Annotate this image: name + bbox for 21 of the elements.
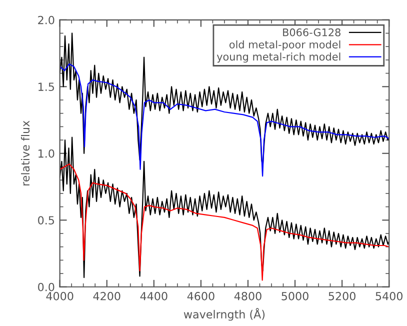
y-tick-label: 0.5 (38, 216, 54, 225)
x-tick-label: 4000 (46, 292, 74, 300)
x-tick-label: 4800 (234, 292, 262, 300)
x-tick-label: 5000 (282, 292, 308, 300)
legend-label: old metal-poor model (229, 40, 340, 50)
y-tick-label: 0.0 (38, 282, 54, 292)
line-series (60, 164, 390, 281)
y-axis-title: relative flux (20, 120, 30, 186)
y-tick-label: 2.0 (38, 16, 54, 24)
line-series (60, 136, 390, 278)
x-axis-title: wavelrngth (Å) (184, 308, 265, 321)
y-tick-label: 1.5 (38, 82, 54, 92)
line-series (60, 63, 390, 177)
x-tick-label: 4600 (187, 292, 214, 300)
y-tick-label: 1.0 (38, 149, 54, 158)
x-tick-label: 4400 (140, 292, 168, 300)
x-tick-label: 5200 (328, 292, 356, 300)
x-tick-label: 4200 (93, 292, 120, 300)
legend-label: young metal-rich model (216, 52, 340, 63)
legend-label: B066-G128 (283, 28, 340, 36)
x-tick-label: 5400 (376, 292, 402, 300)
